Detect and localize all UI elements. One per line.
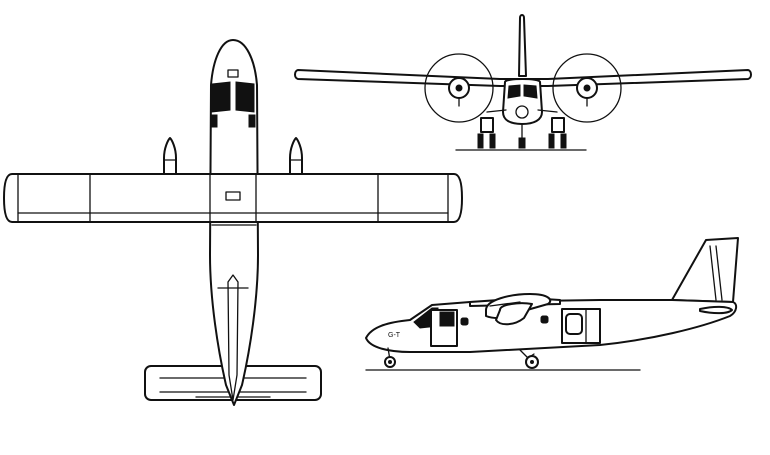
side-view: G-T: [365, 237, 739, 371]
front-windshield: [507, 84, 538, 99]
left-nacelle-top: [163, 137, 177, 175]
main-wing: [3, 173, 463, 223]
left-propeller-disc: [424, 53, 494, 123]
front-fin: [518, 14, 527, 77]
front-view: [294, 14, 752, 151]
top-view: [3, 39, 463, 406]
right-propeller-disc: [552, 53, 622, 123]
side-vertical-tail: [671, 237, 739, 303]
side-fuselage: [365, 299, 738, 353]
right-nacelle-top: [289, 137, 303, 175]
top-cockpit-windshield: [211, 81, 255, 113]
nose-registration-text: G-T: [388, 332, 401, 339]
front-wing: [294, 69, 752, 87]
